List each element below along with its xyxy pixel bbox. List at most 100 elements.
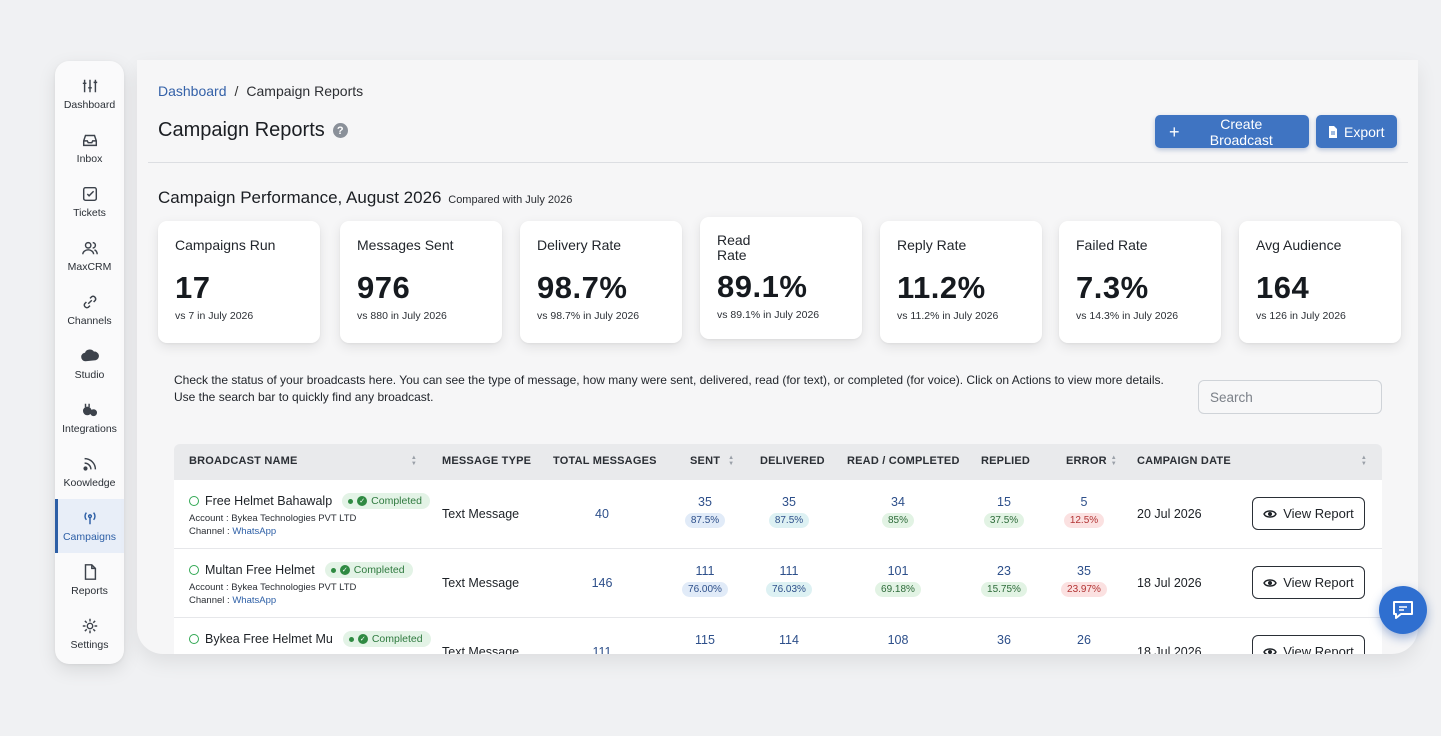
status-label: Completed [371, 495, 422, 507]
header-label: TOTAL MESSAGES [553, 455, 657, 467]
kpi-label: Delivery Rate [537, 237, 622, 253]
replied-count: 36 [997, 633, 1011, 647]
replied-percent: 37.5% [983, 513, 1025, 528]
kpi-value: 11.2% [897, 270, 986, 305]
kpi-card-campaigns-run: Campaigns Run 17 vs 7 in July 2026 [158, 221, 320, 343]
status-badge: ✓ Completed [342, 493, 430, 509]
sidebar-item-integrations[interactable]: Integrations [55, 391, 124, 445]
sidebar-item-label: Koowledge [63, 477, 116, 489]
help-icon[interactable]: ? [332, 123, 348, 138]
file-icon [84, 564, 96, 580]
kpi-comparison: vs 7 in July 2026 [175, 310, 254, 322]
read-cell: 34 85% [863, 495, 933, 528]
sent-count: 111 [695, 564, 715, 578]
export-label: Export [1344, 123, 1385, 140]
broadcast-name-cell: Bykea Free Helmet Mu ✓ Completed [189, 631, 431, 647]
read-count: 34 [891, 495, 905, 509]
kpi-card-messages-sent: Messages Sent 976 vs 880 in July 2026 [340, 221, 502, 343]
view-report-button[interactable]: View Report [1252, 497, 1365, 530]
status-label: Completed [353, 564, 405, 576]
view-report-label: View Report [1283, 506, 1354, 521]
sidebar-item-settings[interactable]: Settings [55, 607, 124, 661]
error-count: 5 [1080, 495, 1088, 509]
breadcrumb-dashboard-link[interactable]: Dashboard [158, 83, 227, 99]
total-messages: 146 [591, 576, 613, 590]
sidebar-item-campaigns[interactable]: Campaigns [55, 499, 124, 553]
kpi-label: Failed Rate [1076, 237, 1148, 253]
header-label: READ / COMPLETED [847, 455, 960, 467]
status-badge: ✓ Completed [324, 562, 413, 578]
account-text: Account : Bykea Technologies PVT LTD [189, 513, 357, 524]
delivered-count: 35 [782, 495, 796, 509]
error-cell: 5 12.5% [1049, 495, 1119, 528]
kpi-value: 98.7% [537, 270, 628, 305]
delivered-percent: 87.5% [768, 513, 810, 528]
create-broadcast-button[interactable]: + Create Broadcast [1155, 115, 1309, 148]
sidebar-item-label: Campaigns [62, 531, 117, 543]
kpi-value: 164 [1256, 270, 1310, 305]
eye-icon [1263, 509, 1277, 518]
channel-label: Channel : [189, 526, 233, 537]
header-sent[interactable]: SENT ▲ ▼ [690, 455, 734, 467]
header-broadcast-name[interactable]: BROADCAST NAME ▲ ▼ [189, 455, 417, 467]
sidebar-item-tickets[interactable]: Tickets [55, 175, 124, 229]
kpi-comparison: vs 98.7% in July 2026 [537, 310, 640, 322]
sidebar-item-dashboard[interactable]: Dashboard [55, 67, 124, 121]
export-button[interactable]: Export [1316, 115, 1397, 148]
error-percent: 23.97% [1061, 582, 1107, 597]
sent-count: 35 [698, 495, 712, 509]
sort-icon: ▲ ▼ [728, 455, 735, 467]
view-report-button[interactable]: View Report [1252, 635, 1365, 654]
error-count: 26 [1077, 633, 1091, 647]
total-messages: 40 [595, 507, 609, 521]
kpi-comparison: vs 126 in July 2026 [1256, 310, 1346, 322]
breadcrumb-separator: / [234, 83, 239, 99]
sidebar-item-reports[interactable]: Reports [55, 553, 124, 607]
broadcast-table: BROADCAST NAME ▲ ▼ MESSAGE TYPE TOTAL MES… [174, 444, 1382, 654]
check-icon: ✓ [357, 496, 368, 506]
page-title: Campaign Reports ? [158, 119, 348, 142]
kpi-comparison: vs 880 in July 2026 [357, 310, 447, 322]
table-header: BROADCAST NAME ▲ ▼ MESSAGE TYPE TOTAL MES… [174, 444, 1382, 480]
view-report-label: View Report [1283, 644, 1354, 654]
read-count: 108 [887, 633, 909, 647]
header-label: DELIVERED [760, 455, 825, 467]
broadcast-name[interactable]: Free Helmet Bahawalp [205, 494, 333, 508]
sidebar-item-maxcrm[interactable]: MaxCRM [55, 229, 124, 283]
view-report-label: View Report [1283, 575, 1354, 590]
kpi-label: Read Rate [717, 232, 751, 263]
delivered-count: 111 [779, 564, 799, 578]
header-label: ERROR [1066, 455, 1107, 467]
header-error[interactable]: ERROR ▲ ▼ [1066, 455, 1117, 467]
sidebar-item-koowledge[interactable]: Koowledge [55, 445, 124, 499]
error-percent: 12.5% [1063, 513, 1105, 528]
inbox-icon [82, 134, 97, 147]
view-report-button[interactable]: View Report [1252, 566, 1365, 599]
broadcast-name[interactable]: Bykea Free Helmet Mu [205, 632, 333, 646]
kpi-label: Avg Audience [1256, 237, 1342, 253]
sidebar-item-studio[interactable]: Studio [55, 337, 124, 391]
description-text: Check the status of your broadcasts here… [174, 373, 1164, 404]
sidebar: Dashboard Inbox Tickets MaxCRM Channels … [55, 61, 124, 664]
kpi-card-reply-rate: Reply Rate 11.2% vs 11.2% in July 2026 [880, 221, 1042, 343]
header-total-messages: TOTAL MESSAGES [553, 455, 657, 467]
channel-value: WhatsApp [232, 595, 277, 606]
link-icon [83, 295, 96, 309]
error-cell: 35 23.97% [1049, 564, 1119, 597]
broadcast-name[interactable]: Multan Free Helmet [205, 563, 315, 577]
header-label: REPLIED [981, 455, 1031, 467]
chat-support-button[interactable] [1379, 586, 1427, 634]
sent-percent: 76.00% [682, 582, 728, 597]
sidebar-item-inbox[interactable]: Inbox [55, 121, 124, 175]
campaign-date: 20 Jul 2026 [1137, 507, 1202, 521]
main-panel: Dashboard / Campaign Reports Campaign Repo… [137, 60, 1418, 654]
header-campaign-date[interactable]: CAMPAIGN DATE ▲ ▼ [1137, 455, 1367, 467]
sidebar-item-channels[interactable]: Channels [55, 283, 124, 337]
kpi-card-read-rate: Read Rate 89.1% vs 89.1% in July 2026 [700, 217, 862, 339]
eye-icon [1263, 647, 1277, 654]
table-row: Bykea Free Helmet Mu ✓ Completed Text Mes… [174, 618, 1382, 654]
replied-percent: 15.75% [981, 582, 1027, 597]
search-input[interactable] [1198, 380, 1382, 414]
delivered-percent: 76.03% [766, 582, 812, 597]
whatsapp-icon [189, 565, 199, 575]
